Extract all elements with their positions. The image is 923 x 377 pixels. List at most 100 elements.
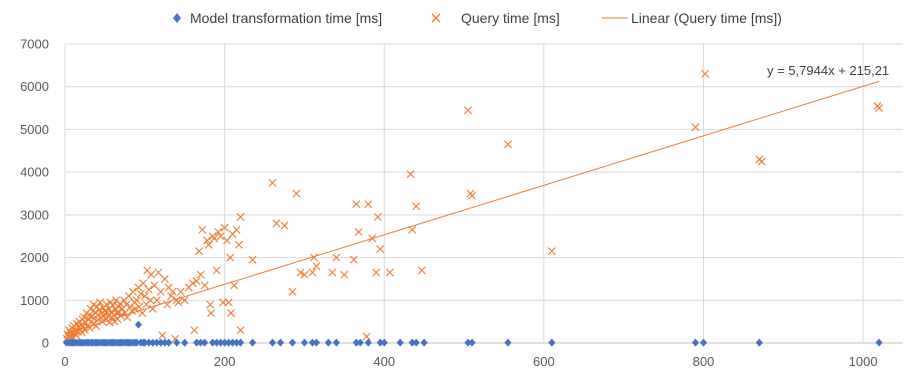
trendline-layer [64, 80, 880, 335]
y-tick-label: 5000 [20, 122, 49, 137]
data-point-model-transformation [145, 338, 153, 347]
data-point-model-transformation [201, 338, 209, 347]
data-point-model-transformation [173, 338, 181, 347]
data-point-model-transformation [755, 338, 763, 347]
data-point-model-transformation [464, 338, 472, 347]
data-point-query-time [332, 253, 341, 262]
data-point-query-time [547, 247, 556, 256]
data-point-query-time [102, 300, 111, 309]
data-point-model-transformation [364, 338, 372, 347]
data-point-model-transformation [332, 338, 340, 347]
data-point-query-time [412, 202, 421, 211]
data-point-model-transformation [875, 338, 883, 347]
data-point-query-time [138, 309, 147, 318]
data-point-query-time [296, 268, 305, 277]
data-point-query-time [80, 313, 89, 322]
data-point-model-transformation [376, 338, 384, 347]
data-point-query-time [234, 240, 243, 249]
data-point-model-transformation [217, 338, 225, 347]
data-point-query-time [210, 234, 219, 243]
data-point-model-transformation [153, 338, 161, 347]
x-tick-label: 600 [533, 354, 555, 369]
legend-label-linear: Linear (Query time [ms]) [631, 10, 782, 26]
data-point-model-transformation [412, 338, 420, 347]
data-point-query-time [364, 200, 373, 209]
data-point-model-transformation [225, 338, 233, 347]
data-point-model-transformation [699, 338, 708, 347]
data-point-query-time [248, 255, 257, 264]
data-point-query-time [86, 304, 95, 313]
y-tick-label: 1000 [20, 293, 49, 308]
data-point-query-time [227, 309, 235, 318]
data-point-model-transformation [221, 338, 229, 347]
data-point-query-time [417, 266, 426, 275]
data-point-query-time [340, 270, 349, 279]
data-point-query-time [701, 69, 710, 78]
data-point-model-transformation [276, 338, 285, 347]
data-point-query-time [131, 304, 140, 313]
data-point-model-transformation [324, 338, 332, 347]
data-point-query-time [354, 227, 363, 236]
data-point-model-transformation [504, 338, 512, 347]
legend-marker-diamond [173, 13, 181, 23]
data-point-query-time [464, 106, 473, 115]
data-point-query-time [292, 189, 301, 198]
data-point-query-time [352, 200, 361, 209]
data-point-query-time [385, 268, 394, 277]
data-point-model-transformation [691, 338, 700, 347]
legend-item-linear: Linear (Query time [ms]) [602, 10, 782, 26]
data-point-query-time [146, 296, 155, 305]
data-point-query-time [168, 287, 177, 296]
data-point-model-transformation [157, 338, 165, 347]
data-point-query-time [220, 223, 229, 232]
series-layer [62, 69, 884, 347]
data-point-model-transformation [300, 338, 309, 347]
data-point-query-time [373, 213, 382, 221]
trendline [64, 80, 880, 335]
data-point-model-transformation [161, 338, 169, 347]
data-point-query-time [92, 321, 101, 330]
data-point-query-time [156, 287, 165, 296]
data-point-query-time [96, 298, 105, 307]
data-point-model-transformation [408, 338, 416, 347]
data-point-model-transformation [288, 338, 297, 347]
data-point-query-time [132, 296, 141, 305]
data-point-query-time [200, 281, 209, 290]
data-point-model-transformation [149, 338, 157, 347]
data-point-query-time [212, 266, 221, 275]
data-point-model-transformation [134, 320, 143, 329]
data-point-query-time [230, 281, 239, 290]
data-point-query-time [349, 255, 358, 264]
data-point-query-time [312, 262, 321, 271]
data-point-query-time [176, 287, 185, 296]
axis-tick-labels: 0 1000 2000 3000 4000 5000 6000 7000 0 200 400 600 8… [20, 37, 877, 370]
data-point-query-time [152, 296, 161, 305]
data-point-query-time [280, 221, 289, 230]
data-point-query-time [272, 219, 281, 228]
data-point-model-transformation [133, 338, 141, 347]
x-tick-label: 400 [373, 354, 395, 369]
data-point-model-transformation [356, 338, 364, 347]
data-point-model-transformation [420, 338, 428, 347]
data-point-query-time [236, 213, 245, 221]
data-point-query-time [223, 236, 232, 245]
series-model-transformation [62, 320, 883, 347]
data-point-query-time [206, 300, 215, 309]
data-point-query-time [232, 225, 241, 234]
data-point-model-transformation [141, 338, 149, 347]
data-point-query-time [192, 277, 201, 286]
data-point-query-time [123, 313, 132, 322]
data-point-query-time [203, 236, 212, 245]
data-point-query-time [80, 326, 89, 335]
legend-label-query-time: Query time [ms] [461, 10, 560, 26]
y-tick-label: 7000 [20, 37, 49, 52]
data-point-query-time [196, 270, 205, 279]
data-point-query-time [408, 225, 417, 234]
legend: Model transformation time [ms] Query tim… [173, 10, 782, 26]
data-point-model-transformation [229, 338, 237, 347]
legend-marker-x [431, 13, 441, 23]
data-point-model-transformation [193, 338, 201, 347]
grid [64, 43, 903, 344]
data-point-query-time [226, 253, 235, 262]
